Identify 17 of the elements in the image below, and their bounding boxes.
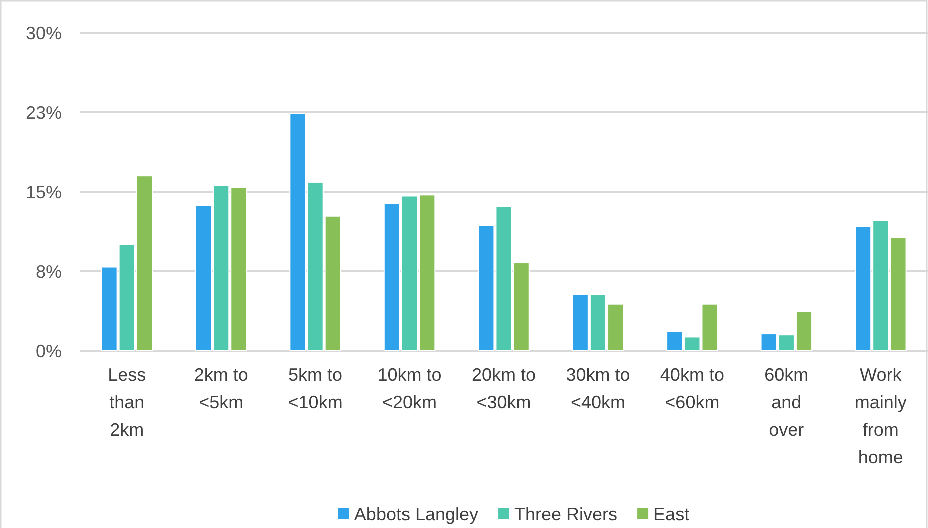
x-tick-label: 20km to <30km (472, 365, 536, 412)
legend-label: East (654, 504, 690, 524)
x-tick-label: 5km to <10km (288, 365, 343, 412)
y-tick-label: 23% (26, 102, 62, 123)
x-tick-label: 60km and over (764, 365, 809, 440)
x-tick-label: 30km to <40km (566, 365, 630, 412)
y-tick-label: 30% (26, 23, 62, 44)
x-tick-label: Less than 2km (108, 365, 146, 440)
y-tick-label: 15% (26, 182, 62, 202)
legend-label: Three Rivers (514, 504, 618, 524)
x-tick-label: 10km to <20km (378, 365, 442, 412)
x-tick-label: 40km to <60km (660, 365, 724, 412)
y-tick-label: 0% (36, 341, 62, 362)
legend-label: Abbots Langley (354, 504, 479, 524)
x-tick-label: Work mainly from home (854, 365, 907, 468)
y-tick-label: 8% (36, 262, 62, 282)
x-tick-label: 2km to <5km (194, 365, 248, 412)
